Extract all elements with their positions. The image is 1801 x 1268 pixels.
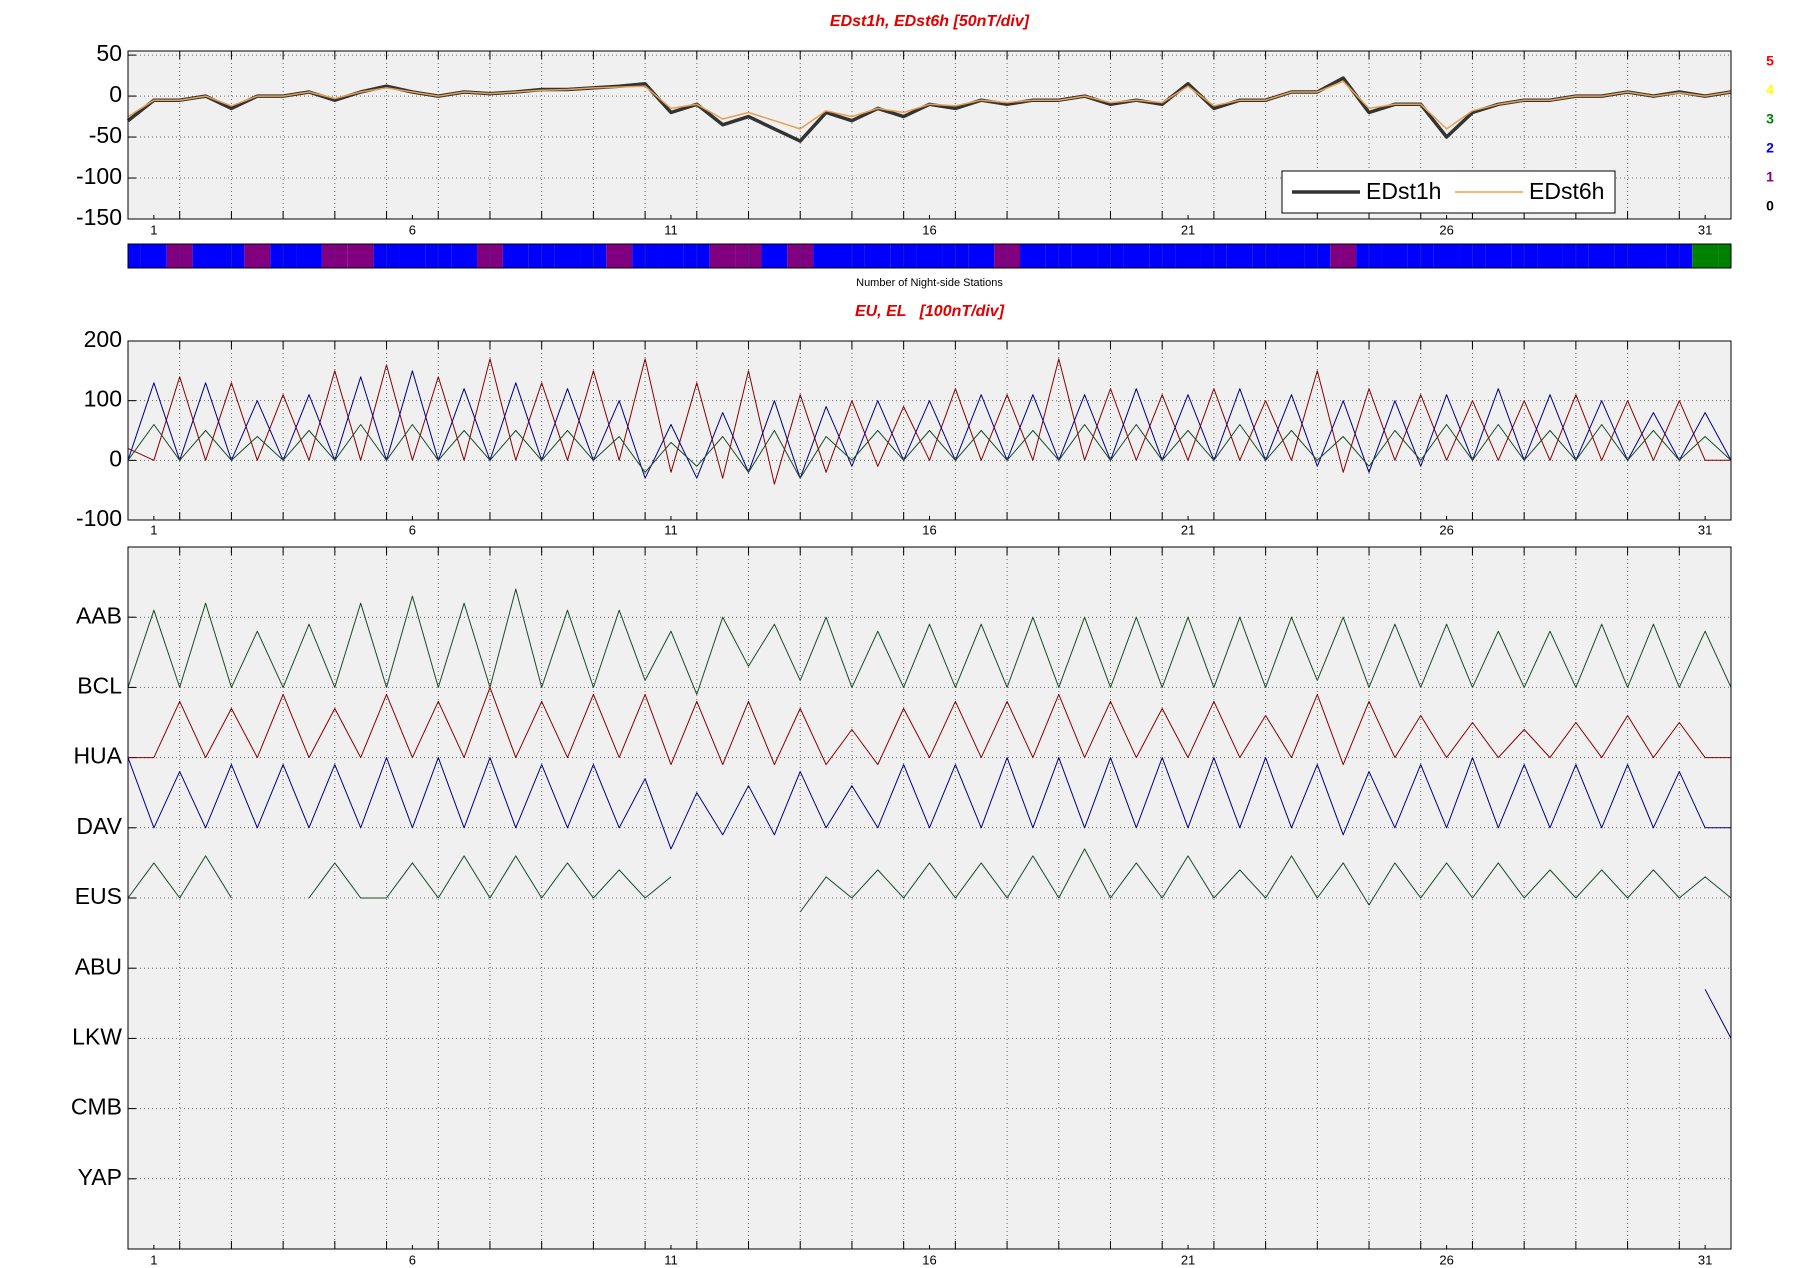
strip-cell: [1175, 244, 1201, 268]
x-tick-label: 21: [1181, 522, 1195, 537]
level-key: 0: [1766, 198, 1774, 214]
y-tick-label: LKW: [72, 1023, 122, 1049]
x-tick-label: 26: [1439, 222, 1453, 237]
x-tick-label: 1: [150, 522, 157, 537]
x-tick-label: 16: [922, 1252, 936, 1267]
chart-title: EU, EL [100nT/div]: [855, 303, 1005, 320]
x-tick-label: 6: [409, 522, 416, 537]
x-tick-label: 16: [922, 222, 936, 237]
x-tick-label: 1: [150, 1252, 157, 1267]
series-line: [127, 80, 1732, 130]
series-line: [127, 424, 1732, 479]
level-key: 3: [1766, 111, 1774, 127]
level-key: 4: [1766, 82, 1774, 98]
strip-cell: [451, 244, 478, 268]
level-key: 2: [1766, 140, 1774, 156]
strip-cell: [1640, 244, 1667, 268]
x-tick-label: 31: [1698, 522, 1712, 537]
x-tick-label: 31: [1698, 222, 1712, 237]
level-key: 5: [1766, 53, 1774, 69]
level-key: 1: [1766, 169, 1774, 185]
strip-cell: [554, 244, 581, 268]
legend-label: EDst6h: [1529, 178, 1604, 204]
strip-cell: [1692, 244, 1719, 268]
strip-cell: [1123, 244, 1150, 268]
y-tick-label: 200: [84, 326, 122, 352]
strip-cell: [1718, 244, 1731, 268]
x-tick-label: 11: [664, 1252, 678, 1267]
strip-cell: [399, 244, 426, 268]
x-tick-label: 6: [409, 1252, 416, 1267]
strip-cell: [658, 244, 684, 268]
strip-cell: [502, 244, 529, 268]
plot-area: [128, 547, 1731, 1249]
series-line: [127, 370, 1732, 479]
series-line: [1704, 989, 1732, 1039]
plot-frame: [127, 546, 1732, 1250]
strip-cell: [1226, 244, 1253, 268]
x-tick-label: 26: [1439, 522, 1453, 537]
strip-cell: [192, 244, 219, 268]
series-line: [127, 757, 1731, 850]
y-tick-label: CMB: [71, 1094, 122, 1120]
y-tick-label: AAB: [76, 602, 122, 628]
x-tick-label: 1: [150, 222, 157, 237]
x-tick-label: 6: [409, 222, 416, 237]
y-tick-label: BCL: [77, 672, 122, 698]
strip-cell: [1537, 244, 1563, 268]
strip-cell: [864, 244, 891, 268]
strip-cell: [128, 244, 141, 268]
strip-cell: [1330, 244, 1357, 268]
y-tick-label: -50: [89, 122, 122, 148]
y-tick-label: 50: [96, 40, 122, 66]
strip-cell: [968, 244, 995, 268]
chart-title: EDst1h, EDst6h [50nT/div]: [830, 13, 1030, 30]
strip-cell: [1485, 244, 1512, 268]
series-line: [128, 686, 1731, 766]
strip-cell: [1433, 244, 1460, 268]
strip-cell: [347, 244, 374, 268]
strip-cell: [761, 244, 788, 268]
legend-label: EDst1h: [1366, 178, 1441, 204]
strip-cell: [140, 244, 167, 268]
x-tick-label: 31: [1698, 1252, 1712, 1267]
strip-cell: [813, 244, 840, 268]
y-tick-label: YAP: [78, 1164, 122, 1190]
plot-frame: [127, 50, 1732, 220]
series-line: [127, 848, 1732, 913]
strip-cell: [1381, 244, 1408, 268]
y-tick-label: 100: [84, 386, 122, 412]
x-tick-label: 21: [1181, 222, 1195, 237]
y-tick-label: 0: [109, 81, 122, 107]
strip-cell: [709, 244, 736, 268]
plot-frame: [127, 340, 1732, 521]
strip-frame: [127, 243, 1732, 269]
x-tick-label: 16: [922, 522, 936, 537]
y-tick-label: EUS: [75, 883, 122, 909]
x-tick-label: 26: [1439, 1252, 1453, 1267]
strip-cell: [606, 244, 633, 268]
strip-label: Number of Night-side Stations: [856, 277, 1003, 289]
y-tick-label: HUA: [73, 743, 122, 769]
strip-cell: [1588, 244, 1615, 268]
y-tick-label: 0: [109, 445, 122, 471]
x-tick-label: 11: [664, 222, 678, 237]
series-line: [127, 588, 1732, 695]
y-tick-label: -100: [76, 505, 122, 531]
strip-cell: [296, 244, 322, 268]
y-tick-label: ABU: [75, 953, 122, 979]
strip-cell: [1278, 244, 1305, 268]
y-tick-label: -150: [76, 204, 122, 230]
strip-cell: [1019, 244, 1046, 268]
strip-cell: [916, 244, 943, 268]
y-tick-label: DAV: [76, 813, 122, 839]
x-tick-label: 11: [664, 522, 678, 537]
y-tick-label: -100: [76, 163, 122, 189]
x-tick-label: 21: [1181, 1252, 1195, 1267]
strip-cell: [244, 244, 271, 268]
strip-cell: [1071, 244, 1098, 268]
series-line: [127, 358, 1731, 485]
